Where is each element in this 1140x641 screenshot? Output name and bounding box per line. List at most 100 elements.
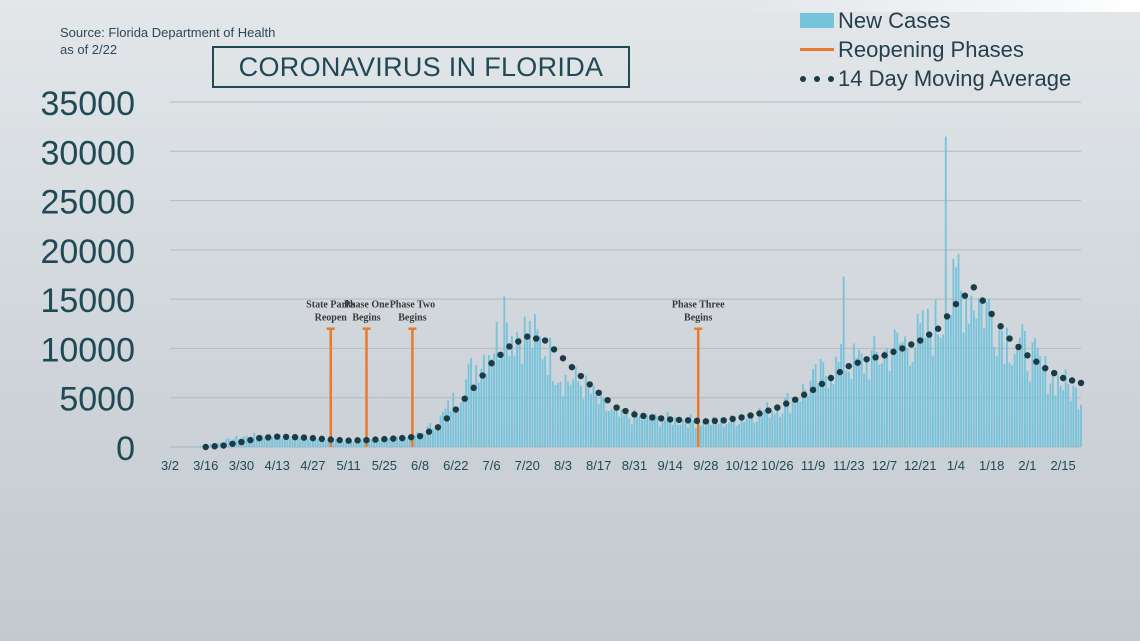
moving-average-point bbox=[613, 404, 620, 411]
moving-average-point bbox=[756, 410, 763, 417]
x-tick-label: 9/14 bbox=[658, 458, 683, 473]
moving-average-point bbox=[854, 359, 861, 366]
new-cases-bar bbox=[778, 416, 781, 447]
new-cases-bar bbox=[694, 427, 697, 447]
new-cases-bar bbox=[447, 400, 450, 447]
x-tick-label: 8/17 bbox=[586, 458, 611, 473]
new-cases-bar bbox=[1008, 362, 1011, 447]
new-cases-bar bbox=[511, 335, 513, 447]
gridlines bbox=[170, 101, 1081, 448]
legend-label: Reopening Phases bbox=[838, 36, 1024, 62]
new-cases-bar bbox=[725, 423, 728, 447]
new-cases-bar bbox=[753, 422, 756, 447]
moving-average-point bbox=[282, 433, 290, 441]
moving-average-point bbox=[961, 292, 969, 299]
new-cases-bar bbox=[827, 388, 830, 447]
new-cases-bar bbox=[556, 383, 559, 447]
new-cases-bar bbox=[408, 438, 411, 447]
new-cases-bar bbox=[1011, 365, 1014, 447]
phase-label: Phase Two bbox=[390, 300, 435, 311]
new-cases-bar bbox=[549, 337, 552, 447]
new-cases-bar bbox=[962, 332, 965, 447]
new-cases-bar bbox=[294, 438, 296, 447]
moving-average-point bbox=[1068, 377, 1076, 384]
new-cases-bar bbox=[717, 423, 720, 447]
new-cases-bar bbox=[268, 434, 271, 447]
new-cases-bar bbox=[539, 336, 541, 447]
new-cases-bar bbox=[592, 385, 595, 447]
new-cases-bar bbox=[704, 426, 707, 447]
new-cases-bar bbox=[620, 409, 623, 447]
new-cases-bar bbox=[419, 433, 421, 447]
new-cases-bar bbox=[656, 415, 659, 447]
new-cases-bar bbox=[804, 389, 807, 447]
new-cases-bar bbox=[319, 438, 322, 447]
new-cases-bar bbox=[1006, 327, 1008, 447]
moving-average-point bbox=[399, 434, 406, 442]
moving-average-point bbox=[622, 407, 629, 415]
new-cases-bar bbox=[975, 318, 978, 447]
new-cases-bar bbox=[1049, 383, 1052, 447]
moving-average-point bbox=[318, 435, 326, 443]
new-cases-bar bbox=[875, 352, 878, 447]
moving-average-point bbox=[836, 368, 844, 376]
new-cases-bar bbox=[901, 341, 904, 447]
new-cases-bar bbox=[689, 413, 692, 447]
new-cases-bar bbox=[322, 437, 325, 447]
new-cases-bar bbox=[498, 359, 501, 447]
new-cases-bar bbox=[482, 354, 485, 447]
new-cases-bar bbox=[674, 416, 677, 447]
moving-average-dots bbox=[202, 284, 1085, 451]
new-cases-bar bbox=[266, 437, 268, 447]
new-cases-bar bbox=[1074, 387, 1077, 447]
moving-average-point bbox=[300, 434, 308, 441]
new-cases-bar bbox=[199, 446, 202, 447]
new-cases-bar bbox=[258, 436, 261, 447]
moving-average-point bbox=[381, 435, 388, 443]
new-cases-bar bbox=[840, 344, 843, 447]
moving-average-point bbox=[863, 356, 870, 363]
new-cases-bar bbox=[628, 418, 631, 447]
new-cases-bar bbox=[562, 396, 564, 447]
new-cases-bar bbox=[638, 415, 641, 447]
moving-average-point bbox=[488, 360, 495, 367]
new-cases-bar bbox=[1046, 394, 1049, 447]
moving-average-point bbox=[666, 416, 674, 423]
new-cases-bar bbox=[286, 437, 289, 447]
new-cases-bar bbox=[771, 411, 774, 447]
new-cases-bar bbox=[888, 370, 891, 447]
new-cases-bar bbox=[845, 370, 848, 447]
phase-label: State Parks bbox=[306, 300, 355, 311]
new-cases-bar bbox=[699, 426, 702, 447]
x-tick-label: 10/12 bbox=[725, 458, 758, 473]
x-tick-label: 5/25 bbox=[372, 458, 397, 473]
new-cases-bar bbox=[837, 362, 840, 447]
x-tick-label: 8/3 bbox=[554, 458, 572, 473]
new-cases-bar bbox=[439, 415, 442, 447]
new-cases-bar bbox=[475, 364, 478, 447]
x-tick-label: 4/27 bbox=[300, 458, 325, 473]
moving-average-point bbox=[925, 331, 933, 338]
new-cases-bar bbox=[291, 437, 294, 447]
y-tick-label: 30000 bbox=[40, 134, 135, 172]
new-cases-bar bbox=[929, 333, 932, 447]
new-cases-bar bbox=[554, 385, 557, 447]
moving-average-point bbox=[407, 433, 415, 441]
new-cases-bar bbox=[743, 421, 746, 447]
new-cases-bar bbox=[1031, 342, 1034, 447]
moving-average-point bbox=[1015, 343, 1022, 351]
moving-average-point bbox=[979, 297, 986, 304]
moving-average-point bbox=[577, 372, 585, 380]
moving-average-point bbox=[988, 310, 995, 318]
new-cases-bar bbox=[870, 350, 873, 447]
new-cases-bar bbox=[388, 437, 391, 447]
new-cases-bar bbox=[385, 439, 388, 447]
moving-average-point bbox=[425, 428, 433, 435]
new-cases-bar bbox=[1021, 323, 1024, 447]
new-cases-bar bbox=[337, 440, 340, 447]
moving-average-point bbox=[211, 443, 218, 450]
moving-average-point bbox=[765, 407, 772, 414]
new-cases-bar bbox=[597, 403, 600, 447]
new-cases-bar bbox=[396, 436, 399, 447]
new-cases-bar bbox=[531, 347, 534, 447]
